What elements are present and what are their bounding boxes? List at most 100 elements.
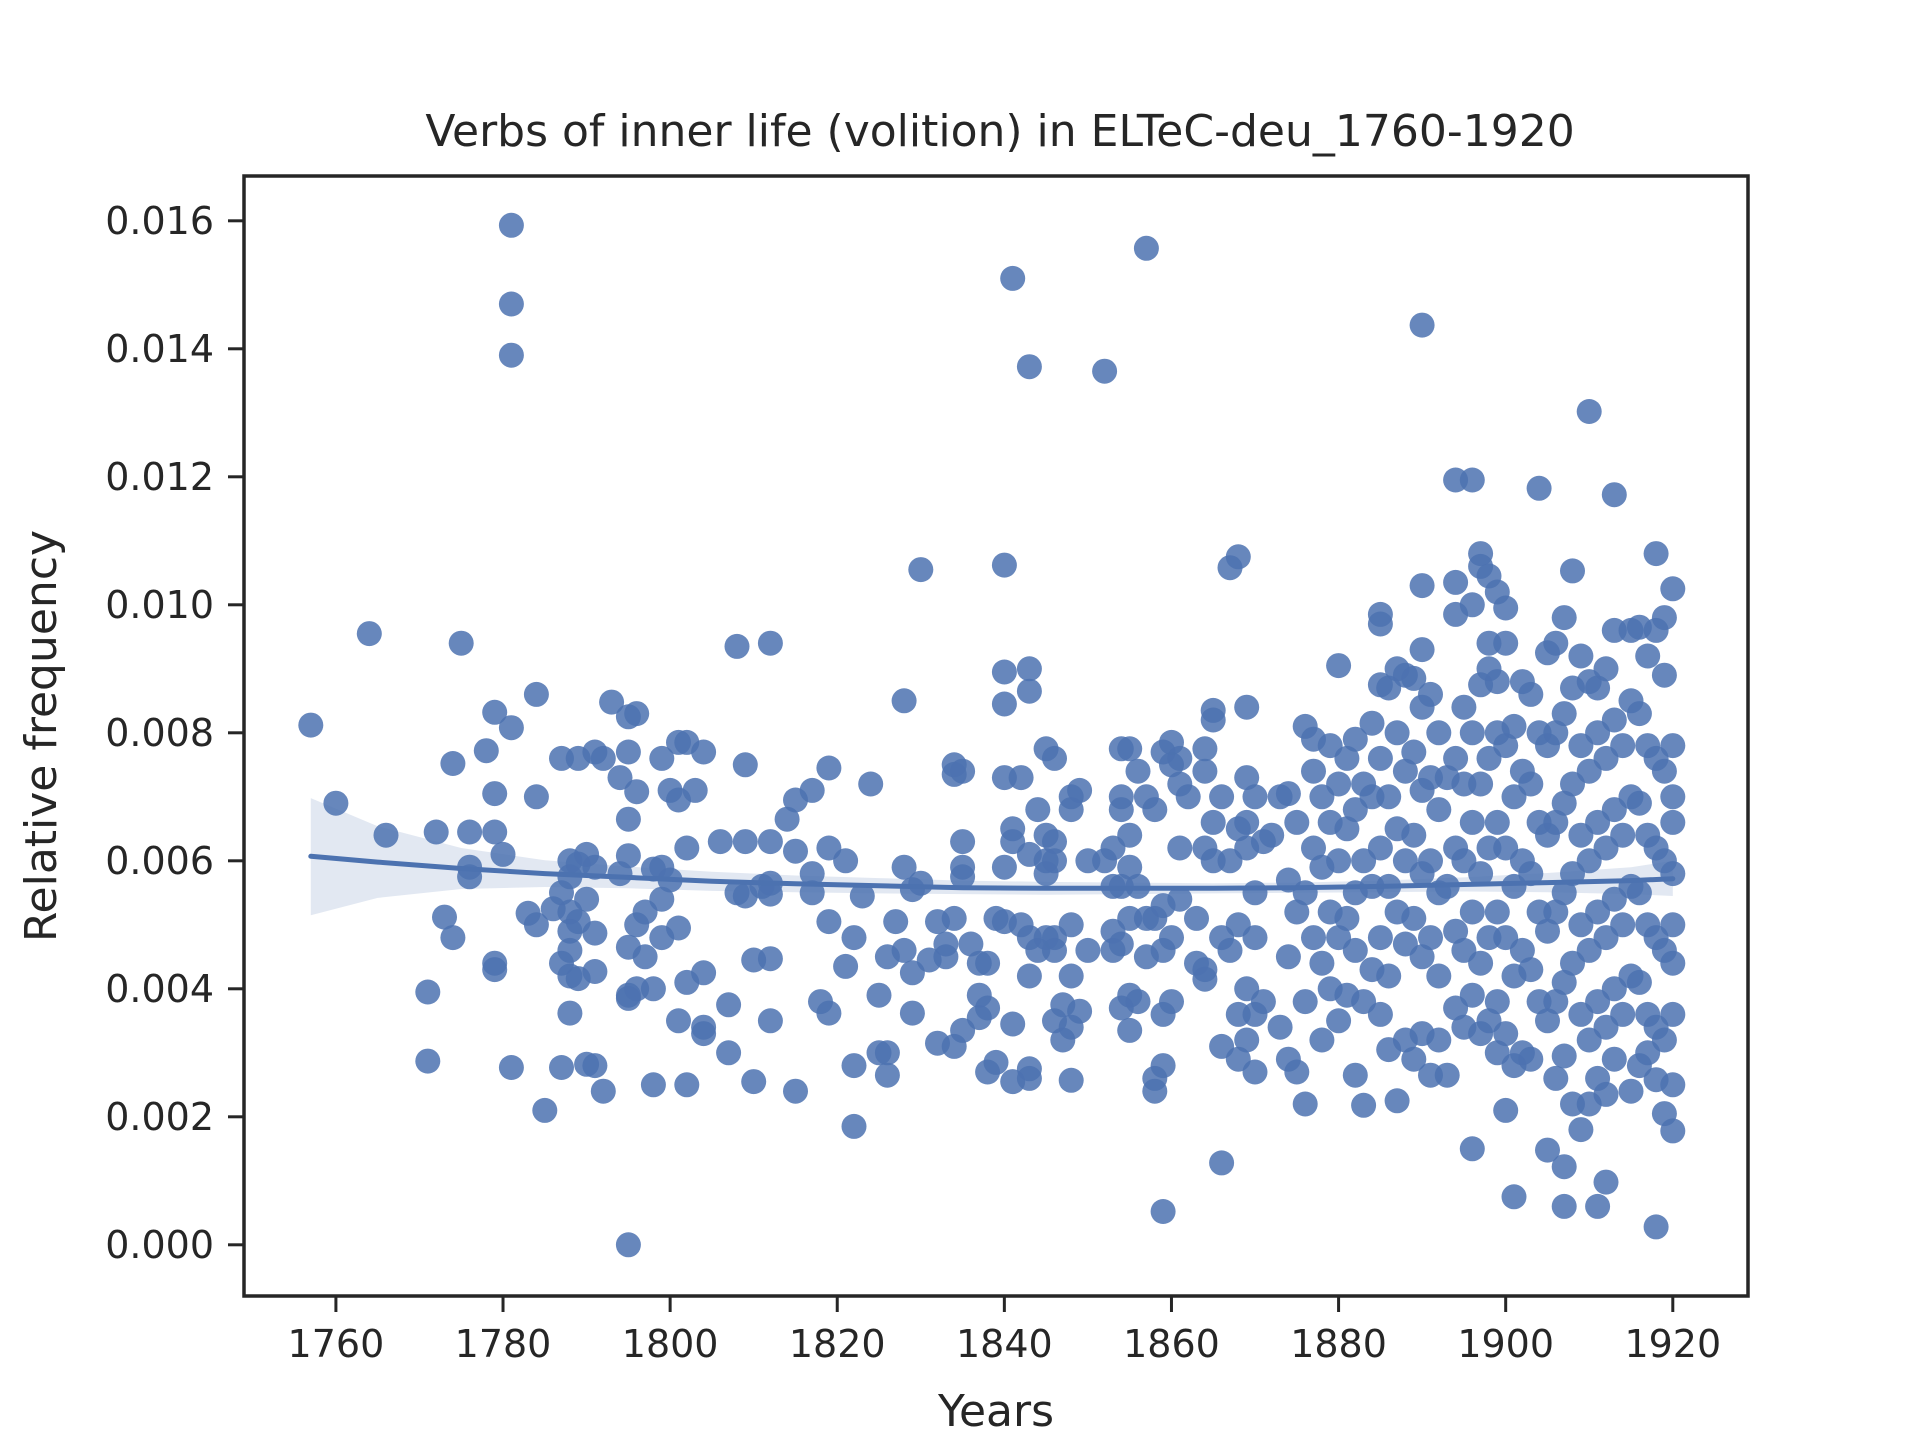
data-point	[1543, 809, 1569, 835]
data-point	[1443, 569, 1469, 595]
data-point	[1301, 758, 1326, 784]
data-point	[1367, 745, 1393, 771]
data-point	[1025, 797, 1051, 823]
data-point	[1651, 605, 1677, 631]
data-point	[432, 904, 457, 930]
data-point	[1418, 681, 1443, 707]
data-point	[1484, 899, 1510, 925]
x-tick-label: 1840	[956, 1322, 1053, 1366]
data-point	[1459, 809, 1485, 835]
x-tick-label: 1760	[288, 1322, 385, 1366]
data-point	[1376, 784, 1402, 810]
data-point	[1451, 694, 1477, 720]
data-point	[582, 959, 608, 984]
data-point	[1643, 1214, 1669, 1240]
data-point	[1576, 399, 1602, 424]
x-tick-label: 1820	[789, 1322, 886, 1366]
data-point	[1493, 1021, 1519, 1047]
data-point	[950, 864, 976, 890]
data-point	[1443, 745, 1469, 771]
data-point	[1125, 758, 1151, 784]
data-point	[1150, 1199, 1176, 1224]
data-point	[1551, 1154, 1577, 1180]
data-point	[1326, 848, 1352, 874]
data-point	[1610, 912, 1636, 938]
data-point	[1660, 733, 1686, 759]
data-point	[783, 1078, 808, 1104]
data-point	[716, 1040, 742, 1066]
x-axis-ticks: 1760 1780 1800 1820 1840 1860 1880 1900 1920	[288, 1296, 1721, 1366]
data-point	[498, 715, 524, 741]
data-point	[1167, 886, 1193, 912]
data-point	[891, 688, 917, 714]
data-point	[498, 212, 524, 238]
data-point	[1568, 643, 1594, 669]
data-point	[1242, 784, 1268, 810]
data-point	[1075, 937, 1101, 963]
data-point	[1376, 963, 1402, 989]
data-point	[1468, 950, 1494, 976]
data-point	[732, 829, 758, 855]
data-point	[1125, 989, 1151, 1015]
data-point	[774, 806, 800, 832]
data-point	[1058, 912, 1084, 938]
data-point	[1660, 1072, 1686, 1098]
data-point	[1459, 720, 1485, 746]
data-point	[1526, 475, 1552, 501]
data-point	[899, 1000, 925, 1026]
data-point	[1535, 1008, 1560, 1034]
data-point	[1643, 541, 1669, 567]
data-point	[615, 739, 641, 765]
data-point	[1292, 989, 1318, 1015]
data-point	[1367, 611, 1393, 637]
data-point	[1635, 643, 1661, 669]
chart-title: Verbs of inner life (volition) in ELTeC-…	[425, 106, 1574, 157]
data-point	[1409, 637, 1435, 663]
data-point	[975, 995, 1001, 1021]
data-point	[908, 557, 934, 583]
data-point	[833, 953, 859, 979]
data-point	[891, 854, 917, 880]
data-point	[1326, 1008, 1352, 1034]
data-point	[1484, 809, 1510, 835]
data-point	[1660, 1001, 1686, 1027]
data-point	[1601, 1046, 1627, 1072]
data-point	[1585, 675, 1611, 701]
data-point	[1660, 809, 1686, 835]
data-point	[682, 777, 708, 803]
data-point	[1551, 969, 1577, 995]
data-point	[1192, 758, 1218, 784]
data-point	[1351, 1092, 1377, 1118]
data-point	[724, 633, 750, 659]
data-point	[1493, 733, 1519, 759]
data-point	[523, 784, 549, 810]
data-point	[1334, 905, 1360, 931]
data-point	[1535, 918, 1560, 944]
data-point	[415, 1048, 441, 1074]
data-point	[1242, 1059, 1268, 1085]
data-point	[958, 931, 984, 957]
data-point	[615, 806, 641, 832]
data-point	[1284, 809, 1310, 835]
data-point	[674, 1072, 700, 1098]
data-point	[841, 925, 867, 951]
data-point	[1042, 829, 1067, 855]
data-point	[1409, 573, 1435, 599]
data-point	[674, 835, 700, 861]
data-point	[858, 771, 884, 797]
data-point	[1443, 918, 1469, 944]
x-axis-label: Years	[937, 1386, 1054, 1437]
data-point	[624, 779, 650, 805]
data-point	[1142, 1078, 1168, 1104]
data-point	[1175, 784, 1201, 810]
data-point	[482, 781, 508, 807]
data-point	[1259, 822, 1285, 848]
data-point	[1334, 816, 1360, 842]
data-point	[1626, 969, 1652, 995]
data-point	[1401, 822, 1427, 848]
data-point	[1209, 1150, 1235, 1176]
x-tick-label: 1920	[1624, 1322, 1721, 1366]
data-point	[473, 738, 499, 764]
data-point	[1117, 854, 1143, 880]
data-point	[1000, 265, 1026, 291]
